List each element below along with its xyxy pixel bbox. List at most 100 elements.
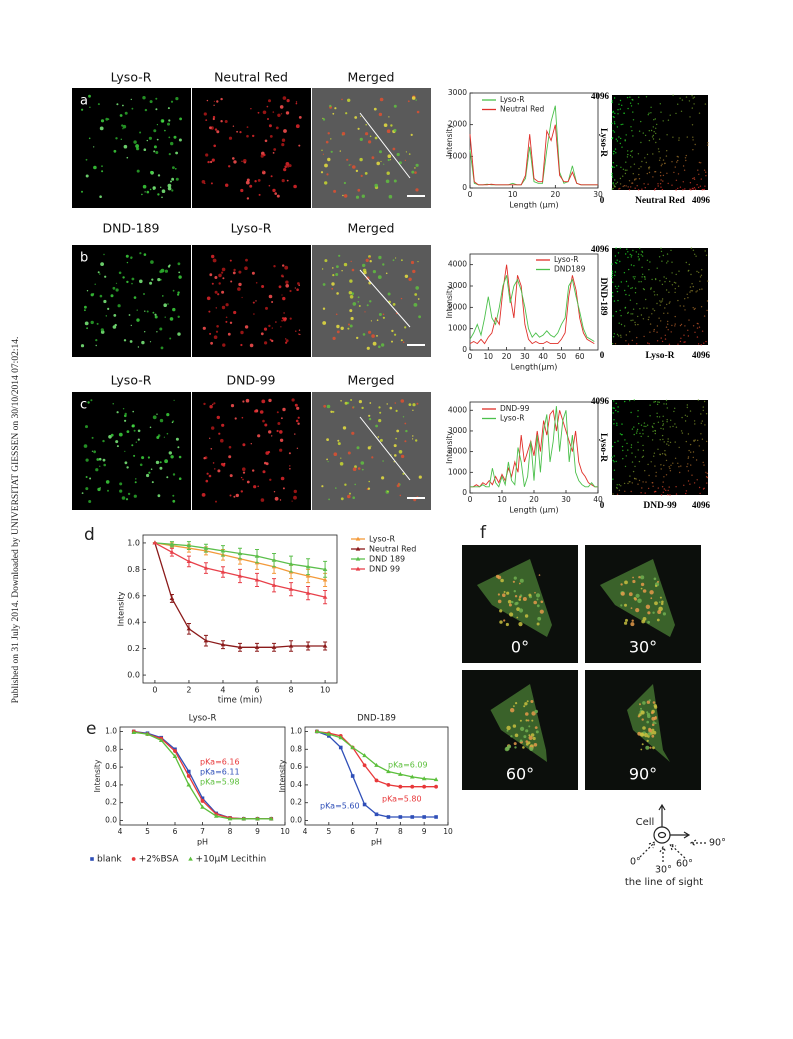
colocalization-dot xyxy=(637,449,639,451)
micrograph-speck xyxy=(328,498,330,501)
colocalization-dot xyxy=(655,127,657,129)
colocalization-dot xyxy=(676,161,678,163)
micrograph-speck xyxy=(343,262,348,267)
cell-speck xyxy=(508,603,512,607)
x-tick-label: 10 xyxy=(497,495,507,504)
micrograph-speck xyxy=(101,165,103,168)
colocalization-dot xyxy=(652,430,654,432)
cell-speck xyxy=(505,746,510,751)
micrograph-speck xyxy=(201,493,206,497)
colocalization-dot xyxy=(703,464,705,466)
cell-speck xyxy=(632,576,634,579)
colocalization-dot xyxy=(618,489,621,491)
y-axis-label: Lyso-R xyxy=(598,433,608,462)
colocalization-dot xyxy=(680,337,682,339)
micrograph-speck xyxy=(170,100,174,103)
colocalization-dot xyxy=(666,303,668,306)
colocalization-dot xyxy=(653,452,656,454)
cell-speck xyxy=(503,591,506,593)
colocalization-dot xyxy=(644,187,646,189)
colocalization-dot xyxy=(630,446,632,449)
colocalization-dot xyxy=(666,419,668,421)
cell-speck xyxy=(632,579,636,584)
colocalization-dot xyxy=(623,112,625,114)
micrograph-speck xyxy=(327,461,329,463)
micrograph-speck xyxy=(282,487,285,490)
colocalization-dot xyxy=(631,150,633,152)
colocalization-dot xyxy=(613,131,616,133)
cell-speck xyxy=(638,576,641,579)
colocalization-dot xyxy=(619,309,621,312)
series-line xyxy=(469,124,598,186)
colocalization-dot xyxy=(640,254,642,256)
micrograph-speck xyxy=(133,140,137,144)
micrograph-speck xyxy=(103,299,107,304)
marker xyxy=(200,799,205,803)
micrograph-speck xyxy=(245,258,248,262)
colocalization-dot xyxy=(640,120,642,123)
micrograph-speck xyxy=(354,483,357,486)
micrograph-speck xyxy=(295,330,297,332)
legend-label: Lyso-R xyxy=(369,535,396,544)
micrograph-speck xyxy=(136,309,138,311)
micrograph-speck xyxy=(330,138,332,140)
series-line xyxy=(470,406,598,488)
colocalization-dot xyxy=(643,183,645,185)
micrograph-speck xyxy=(374,136,378,140)
annotation: pKa=5.80 xyxy=(382,795,422,804)
colocalization-dot xyxy=(687,470,690,472)
cell-speck xyxy=(532,736,536,741)
micrograph-speck xyxy=(414,293,418,296)
micrograph-speck xyxy=(388,116,390,118)
colocalization-dot xyxy=(641,160,643,163)
colocalization-dot xyxy=(684,420,687,422)
micrograph-speck xyxy=(385,179,390,184)
micrograph-speck xyxy=(218,273,222,278)
cell-speck xyxy=(497,575,502,580)
colocalization-dot xyxy=(696,479,698,481)
marker xyxy=(241,816,247,821)
micrograph-speck xyxy=(277,422,281,425)
colocalization-dot xyxy=(621,104,623,107)
micrograph xyxy=(192,88,311,208)
cell-speck xyxy=(652,701,656,704)
chart-title: DND-189 xyxy=(357,714,396,724)
micrograph-speck xyxy=(153,150,156,153)
micrograph-speck xyxy=(144,310,146,312)
colocalization-dot xyxy=(648,166,650,169)
micrograph-speck xyxy=(375,424,378,428)
micrograph-speck xyxy=(108,435,112,439)
colocalization-dot xyxy=(637,153,640,155)
micrograph-speck xyxy=(124,412,127,416)
micrograph-speck xyxy=(242,467,246,472)
micrograph-speck xyxy=(347,327,350,330)
micrograph-speck xyxy=(144,108,148,112)
cell-speck xyxy=(652,746,655,750)
micrograph-speck xyxy=(402,416,405,418)
micrograph-speck xyxy=(281,417,283,420)
micrograph-speck xyxy=(363,271,367,275)
colocalization-dot xyxy=(661,163,663,165)
marker xyxy=(338,745,343,750)
cell-speck xyxy=(520,726,525,732)
colocalization-dot xyxy=(660,320,662,322)
y-tick-label: 2000 xyxy=(448,120,467,129)
micrograph-speck xyxy=(372,341,377,346)
micrograph-speck xyxy=(103,463,106,467)
colocalization-dot xyxy=(692,451,695,453)
marker xyxy=(434,815,438,819)
micrograph-speck xyxy=(221,305,226,310)
x-tick-label: 9 xyxy=(422,827,427,836)
marker xyxy=(131,729,137,734)
legend-label: Neutral Red xyxy=(369,545,416,554)
micrograph-speck xyxy=(268,124,272,128)
x-tick-label: 6 xyxy=(173,827,178,836)
micrograph-speck xyxy=(356,446,360,450)
micrograph-speck xyxy=(368,330,372,334)
colocalization-dot xyxy=(625,334,627,336)
micrograph-speck xyxy=(136,318,140,322)
micrograph-speck xyxy=(103,253,105,256)
micrograph-speck xyxy=(153,129,157,133)
micrograph-speck xyxy=(210,182,213,185)
micrograph-speck xyxy=(408,153,411,155)
